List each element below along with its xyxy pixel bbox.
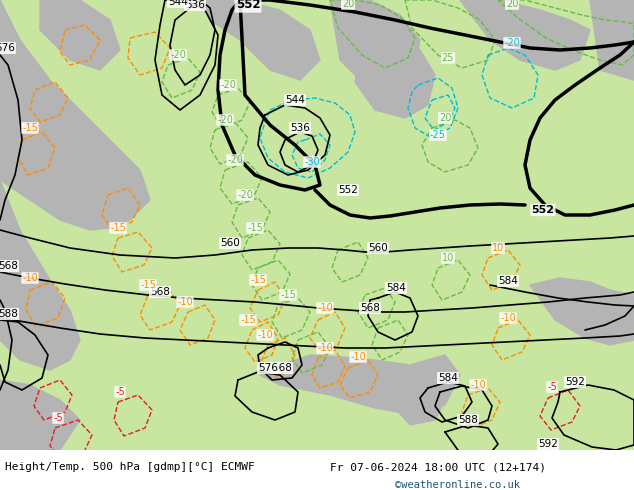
Text: 536: 536 xyxy=(290,123,310,133)
Polygon shape xyxy=(395,385,445,425)
Polygon shape xyxy=(0,180,80,370)
Text: -15: -15 xyxy=(240,315,256,325)
Text: -10: -10 xyxy=(257,330,273,340)
Text: 568: 568 xyxy=(360,303,380,313)
Text: -10: -10 xyxy=(317,343,333,353)
Text: Fr 07-06-2024 18:00 UTC (12+174): Fr 07-06-2024 18:00 UTC (12+174) xyxy=(330,462,546,472)
Text: -15: -15 xyxy=(140,280,156,290)
Text: 568: 568 xyxy=(272,363,292,373)
Text: -10: -10 xyxy=(350,352,366,362)
Text: 20: 20 xyxy=(506,0,518,9)
Text: -15: -15 xyxy=(22,123,38,133)
Polygon shape xyxy=(0,0,634,450)
Text: -5: -5 xyxy=(53,413,63,423)
Text: 20: 20 xyxy=(342,0,354,9)
Text: 560: 560 xyxy=(220,238,240,248)
Text: -20: -20 xyxy=(217,115,233,125)
Polygon shape xyxy=(540,288,570,318)
Polygon shape xyxy=(200,0,320,80)
Text: -10: -10 xyxy=(500,313,516,323)
Text: 25: 25 xyxy=(442,53,454,63)
Text: 584: 584 xyxy=(386,283,406,293)
Text: -15: -15 xyxy=(247,223,263,233)
Polygon shape xyxy=(0,0,150,230)
Text: 592: 592 xyxy=(538,439,558,449)
Text: -20: -20 xyxy=(237,190,253,200)
Text: -10: -10 xyxy=(177,297,193,307)
Text: 20: 20 xyxy=(439,113,451,123)
Text: -20: -20 xyxy=(504,38,520,48)
Text: 536: 536 xyxy=(185,0,205,10)
Text: 10: 10 xyxy=(492,243,504,253)
Text: 568: 568 xyxy=(0,261,18,271)
Polygon shape xyxy=(0,380,80,450)
Text: 552: 552 xyxy=(236,0,261,11)
Polygon shape xyxy=(0,450,634,490)
Text: -15: -15 xyxy=(110,223,126,233)
Polygon shape xyxy=(40,0,120,70)
Polygon shape xyxy=(590,0,634,80)
Text: 584: 584 xyxy=(438,373,458,383)
Polygon shape xyxy=(355,38,435,118)
Text: -20: -20 xyxy=(227,155,243,165)
Text: -10: -10 xyxy=(22,273,38,283)
Text: -15: -15 xyxy=(250,275,266,285)
Text: -20: -20 xyxy=(220,80,236,90)
Text: 576: 576 xyxy=(0,43,15,53)
Text: -5: -5 xyxy=(547,382,557,392)
Text: 588: 588 xyxy=(0,309,18,319)
Text: 552: 552 xyxy=(338,185,358,195)
Text: -20: -20 xyxy=(170,50,186,60)
Text: 568: 568 xyxy=(150,287,170,297)
Polygon shape xyxy=(260,355,460,415)
Text: -25: -25 xyxy=(430,130,446,140)
Text: 576: 576 xyxy=(258,363,278,373)
Text: 584: 584 xyxy=(498,276,518,286)
Text: 588: 588 xyxy=(458,415,478,425)
Text: -10: -10 xyxy=(317,303,333,313)
Text: 544: 544 xyxy=(285,95,305,105)
Polygon shape xyxy=(330,0,420,90)
Text: -5: -5 xyxy=(115,387,125,397)
Text: -10: -10 xyxy=(470,380,486,390)
Text: 592: 592 xyxy=(565,377,585,387)
Text: Height/Temp. 500 hPa [gdmp][°C] ECMWF: Height/Temp. 500 hPa [gdmp][°C] ECMWF xyxy=(5,462,255,472)
Polygon shape xyxy=(530,278,634,345)
Text: 560: 560 xyxy=(368,243,388,253)
Text: 10: 10 xyxy=(442,253,454,263)
Text: -15: -15 xyxy=(280,290,296,300)
Text: ©weatheronline.co.uk: ©weatheronline.co.uk xyxy=(395,480,520,490)
Text: -30: -30 xyxy=(304,157,320,167)
Text: 544: 544 xyxy=(168,0,188,7)
Polygon shape xyxy=(460,0,590,70)
Text: 552: 552 xyxy=(531,205,555,215)
